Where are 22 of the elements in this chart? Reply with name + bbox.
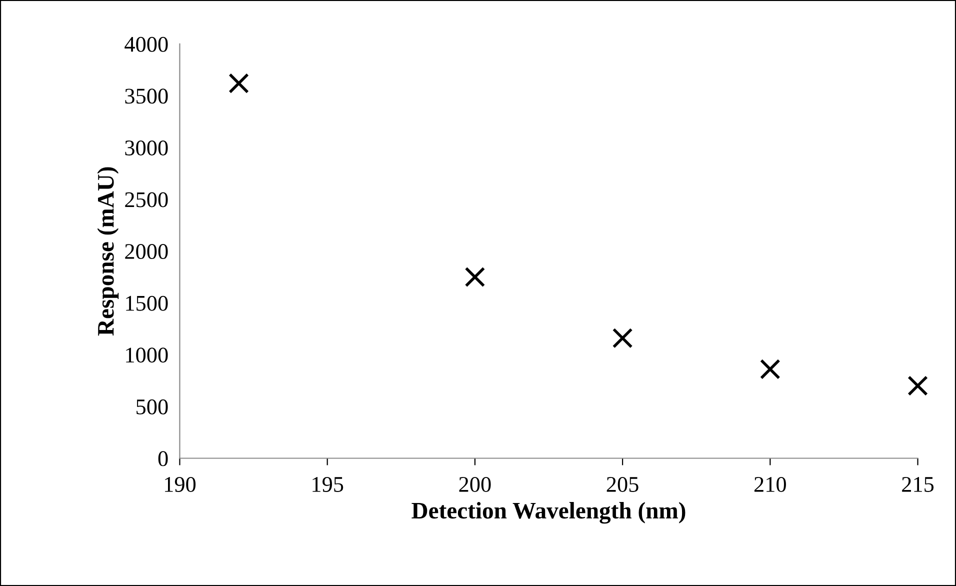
point [228,73,249,94]
point [760,359,780,380]
y-tick-label: 500 [136,399,168,414]
x-tick-label: 210 [754,476,786,492]
x-axis-title: Detection Wavelength (nm) [412,502,686,524]
y-tick-label: 1000 [126,348,168,363]
point [612,328,633,348]
x-tick-label: 190 [165,476,196,492]
y-tick-label: 2000 [125,244,168,260]
y-axis-title: Response (mAU) [97,167,119,336]
x-tick-label: 200 [459,476,491,492]
x-tick-label: 215 [902,477,934,492]
y-tick-label: 1500 [126,296,168,311]
y-tick-label: 0 [158,451,168,466]
point [464,266,486,288]
point [908,376,928,396]
y-tick-label: 3000 [125,140,168,156]
x-tick-label: 205 [606,476,638,492]
y-tick-label: 3500 [125,88,168,104]
y-tick-label: 2500 [125,192,168,208]
y-tick-label: 4000 [124,36,168,52]
x-tick-label: 195 [312,477,344,492]
